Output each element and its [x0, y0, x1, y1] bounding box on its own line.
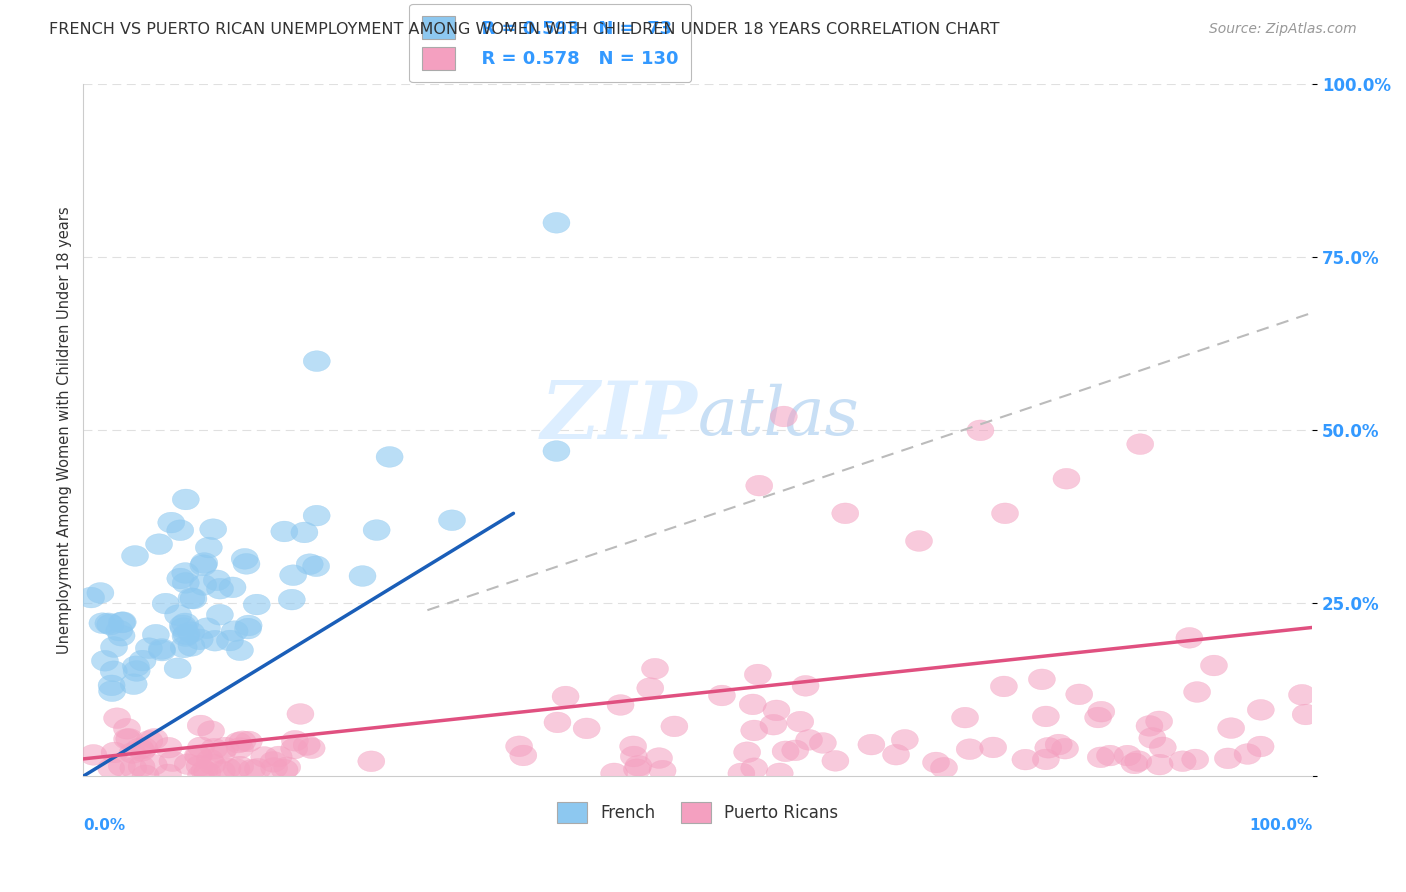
Text: atlas: atlas [697, 384, 859, 449]
Text: ZIP: ZIP [541, 377, 697, 455]
Text: Source: ZipAtlas.com: Source: ZipAtlas.com [1209, 22, 1357, 37]
Y-axis label: Unemployment Among Women with Children Under 18 years: Unemployment Among Women with Children U… [58, 207, 72, 654]
Text: 0.0%: 0.0% [83, 818, 125, 833]
Legend: French, Puerto Ricans: French, Puerto Ricans [551, 796, 845, 830]
Text: FRENCH VS PUERTO RICAN UNEMPLOYMENT AMONG WOMEN WITH CHILDREN UNDER 18 YEARS COR: FRENCH VS PUERTO RICAN UNEMPLOYMENT AMON… [49, 22, 1000, 37]
Text: 100.0%: 100.0% [1249, 818, 1312, 833]
